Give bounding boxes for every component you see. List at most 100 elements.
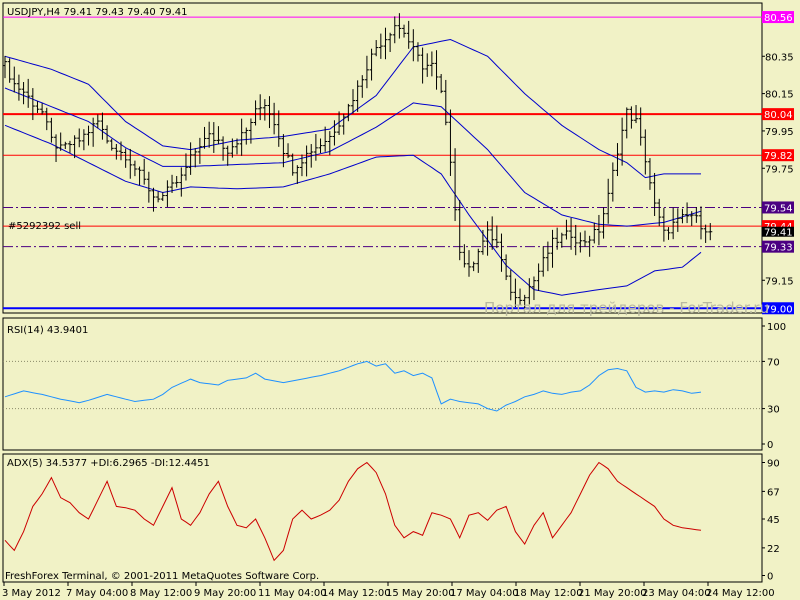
candle xyxy=(95,114,100,129)
level-label-80.04: 80.04 xyxy=(764,110,793,121)
candle xyxy=(480,229,485,255)
price-candles xyxy=(3,13,713,310)
time-tick-label: 23 May 04:00 xyxy=(642,588,711,599)
candle xyxy=(267,96,272,129)
candle xyxy=(638,107,643,146)
candle xyxy=(467,250,471,277)
candle xyxy=(58,132,63,151)
candle xyxy=(624,107,629,139)
candle xyxy=(253,100,258,126)
candle xyxy=(197,137,202,164)
time-tick-label: 9 May 20:00 xyxy=(194,588,256,599)
rsi-title: RSI(14) 43.9401 xyxy=(7,325,88,336)
series-line-rsi-14- xyxy=(4,360,702,412)
candle xyxy=(146,171,151,203)
candle xyxy=(527,278,532,305)
candle xyxy=(258,94,263,121)
candle xyxy=(578,232,583,253)
candle xyxy=(647,158,652,190)
rsi-panel[interactable] xyxy=(2,317,763,451)
candle xyxy=(397,13,402,39)
candle xyxy=(555,227,560,250)
candle xyxy=(443,79,448,126)
candle xyxy=(165,180,170,207)
indicator-tick-label: 70 xyxy=(767,357,780,368)
candle xyxy=(685,202,690,224)
candle xyxy=(114,143,119,160)
candle xyxy=(536,263,541,291)
time-tick-label: 21 May 20:00 xyxy=(578,588,647,599)
watermark: Портал для трейдеров - ForTrader.ru xyxy=(484,299,769,317)
candle xyxy=(610,162,615,202)
time-tick-label: 7 May 04:00 xyxy=(66,588,128,599)
candle xyxy=(689,211,694,226)
candle xyxy=(235,138,239,155)
candle xyxy=(216,126,221,145)
candle xyxy=(119,141,123,161)
time-axis: 3 May 2012 7 May 04:00 8 May 12:00 9 May 20… xyxy=(2,582,775,599)
series-line-adx-5- xyxy=(4,461,702,562)
candle xyxy=(12,66,17,93)
candle xyxy=(666,227,671,240)
level-label-79.33: 79.33 xyxy=(764,243,793,254)
candle xyxy=(499,233,504,272)
bollinger-lower xyxy=(4,124,702,296)
candle xyxy=(230,138,235,158)
candle xyxy=(378,33,383,59)
candle xyxy=(703,224,708,243)
candle xyxy=(183,153,188,181)
candle xyxy=(583,230,587,247)
candle xyxy=(193,148,198,168)
indicator-tick-label: 45 xyxy=(767,515,780,526)
candle xyxy=(406,20,411,49)
candle xyxy=(202,126,207,149)
indicator-tick-label: 0 xyxy=(767,571,773,582)
candle xyxy=(402,24,407,38)
candle xyxy=(392,16,397,44)
time-tick-label: 15 May 20:00 xyxy=(386,588,455,599)
candle xyxy=(573,224,578,256)
candle xyxy=(309,144,314,168)
candle xyxy=(661,207,666,242)
candle xyxy=(694,207,699,223)
candle xyxy=(457,200,462,261)
candle xyxy=(680,208,685,224)
level-label-79.00: 79.00 xyxy=(764,304,793,315)
candle xyxy=(374,40,379,57)
candle xyxy=(179,167,184,197)
candle xyxy=(518,288,523,305)
time-tick-label: 17 May 04:00 xyxy=(450,588,519,599)
candle xyxy=(671,207,676,240)
candle xyxy=(290,153,295,176)
adx-panel[interactable] xyxy=(2,453,763,583)
candle xyxy=(545,241,550,272)
price-tick-label: 80.35 xyxy=(765,52,794,63)
candle xyxy=(272,102,277,135)
candle xyxy=(188,142,193,175)
candle xyxy=(360,75,365,98)
candle xyxy=(327,131,332,156)
adx-indicator: 90 67 45 22 0 xyxy=(4,459,780,582)
candle xyxy=(248,118,253,144)
indicator-tick-label: 0 xyxy=(767,440,773,451)
candle xyxy=(522,294,527,310)
candle xyxy=(54,134,59,162)
copyright: FreshForex Terminal, © 2001-2011 MetaQuo… xyxy=(5,571,319,582)
candle xyxy=(587,235,592,257)
candle xyxy=(160,192,165,201)
candle xyxy=(295,165,300,184)
candle xyxy=(643,129,648,175)
time-tick-label: 24 May 12:00 xyxy=(706,588,775,599)
candle xyxy=(313,134,318,161)
candle xyxy=(332,120,337,146)
candle xyxy=(128,148,133,179)
indicator-tick-label: 67 xyxy=(767,487,780,498)
order-label: #5292392 sell xyxy=(8,221,81,232)
candle xyxy=(137,166,142,186)
price-tick-label: 79.15 xyxy=(765,276,794,287)
candle xyxy=(675,208,680,232)
candle xyxy=(239,118,244,156)
candle xyxy=(490,216,495,250)
